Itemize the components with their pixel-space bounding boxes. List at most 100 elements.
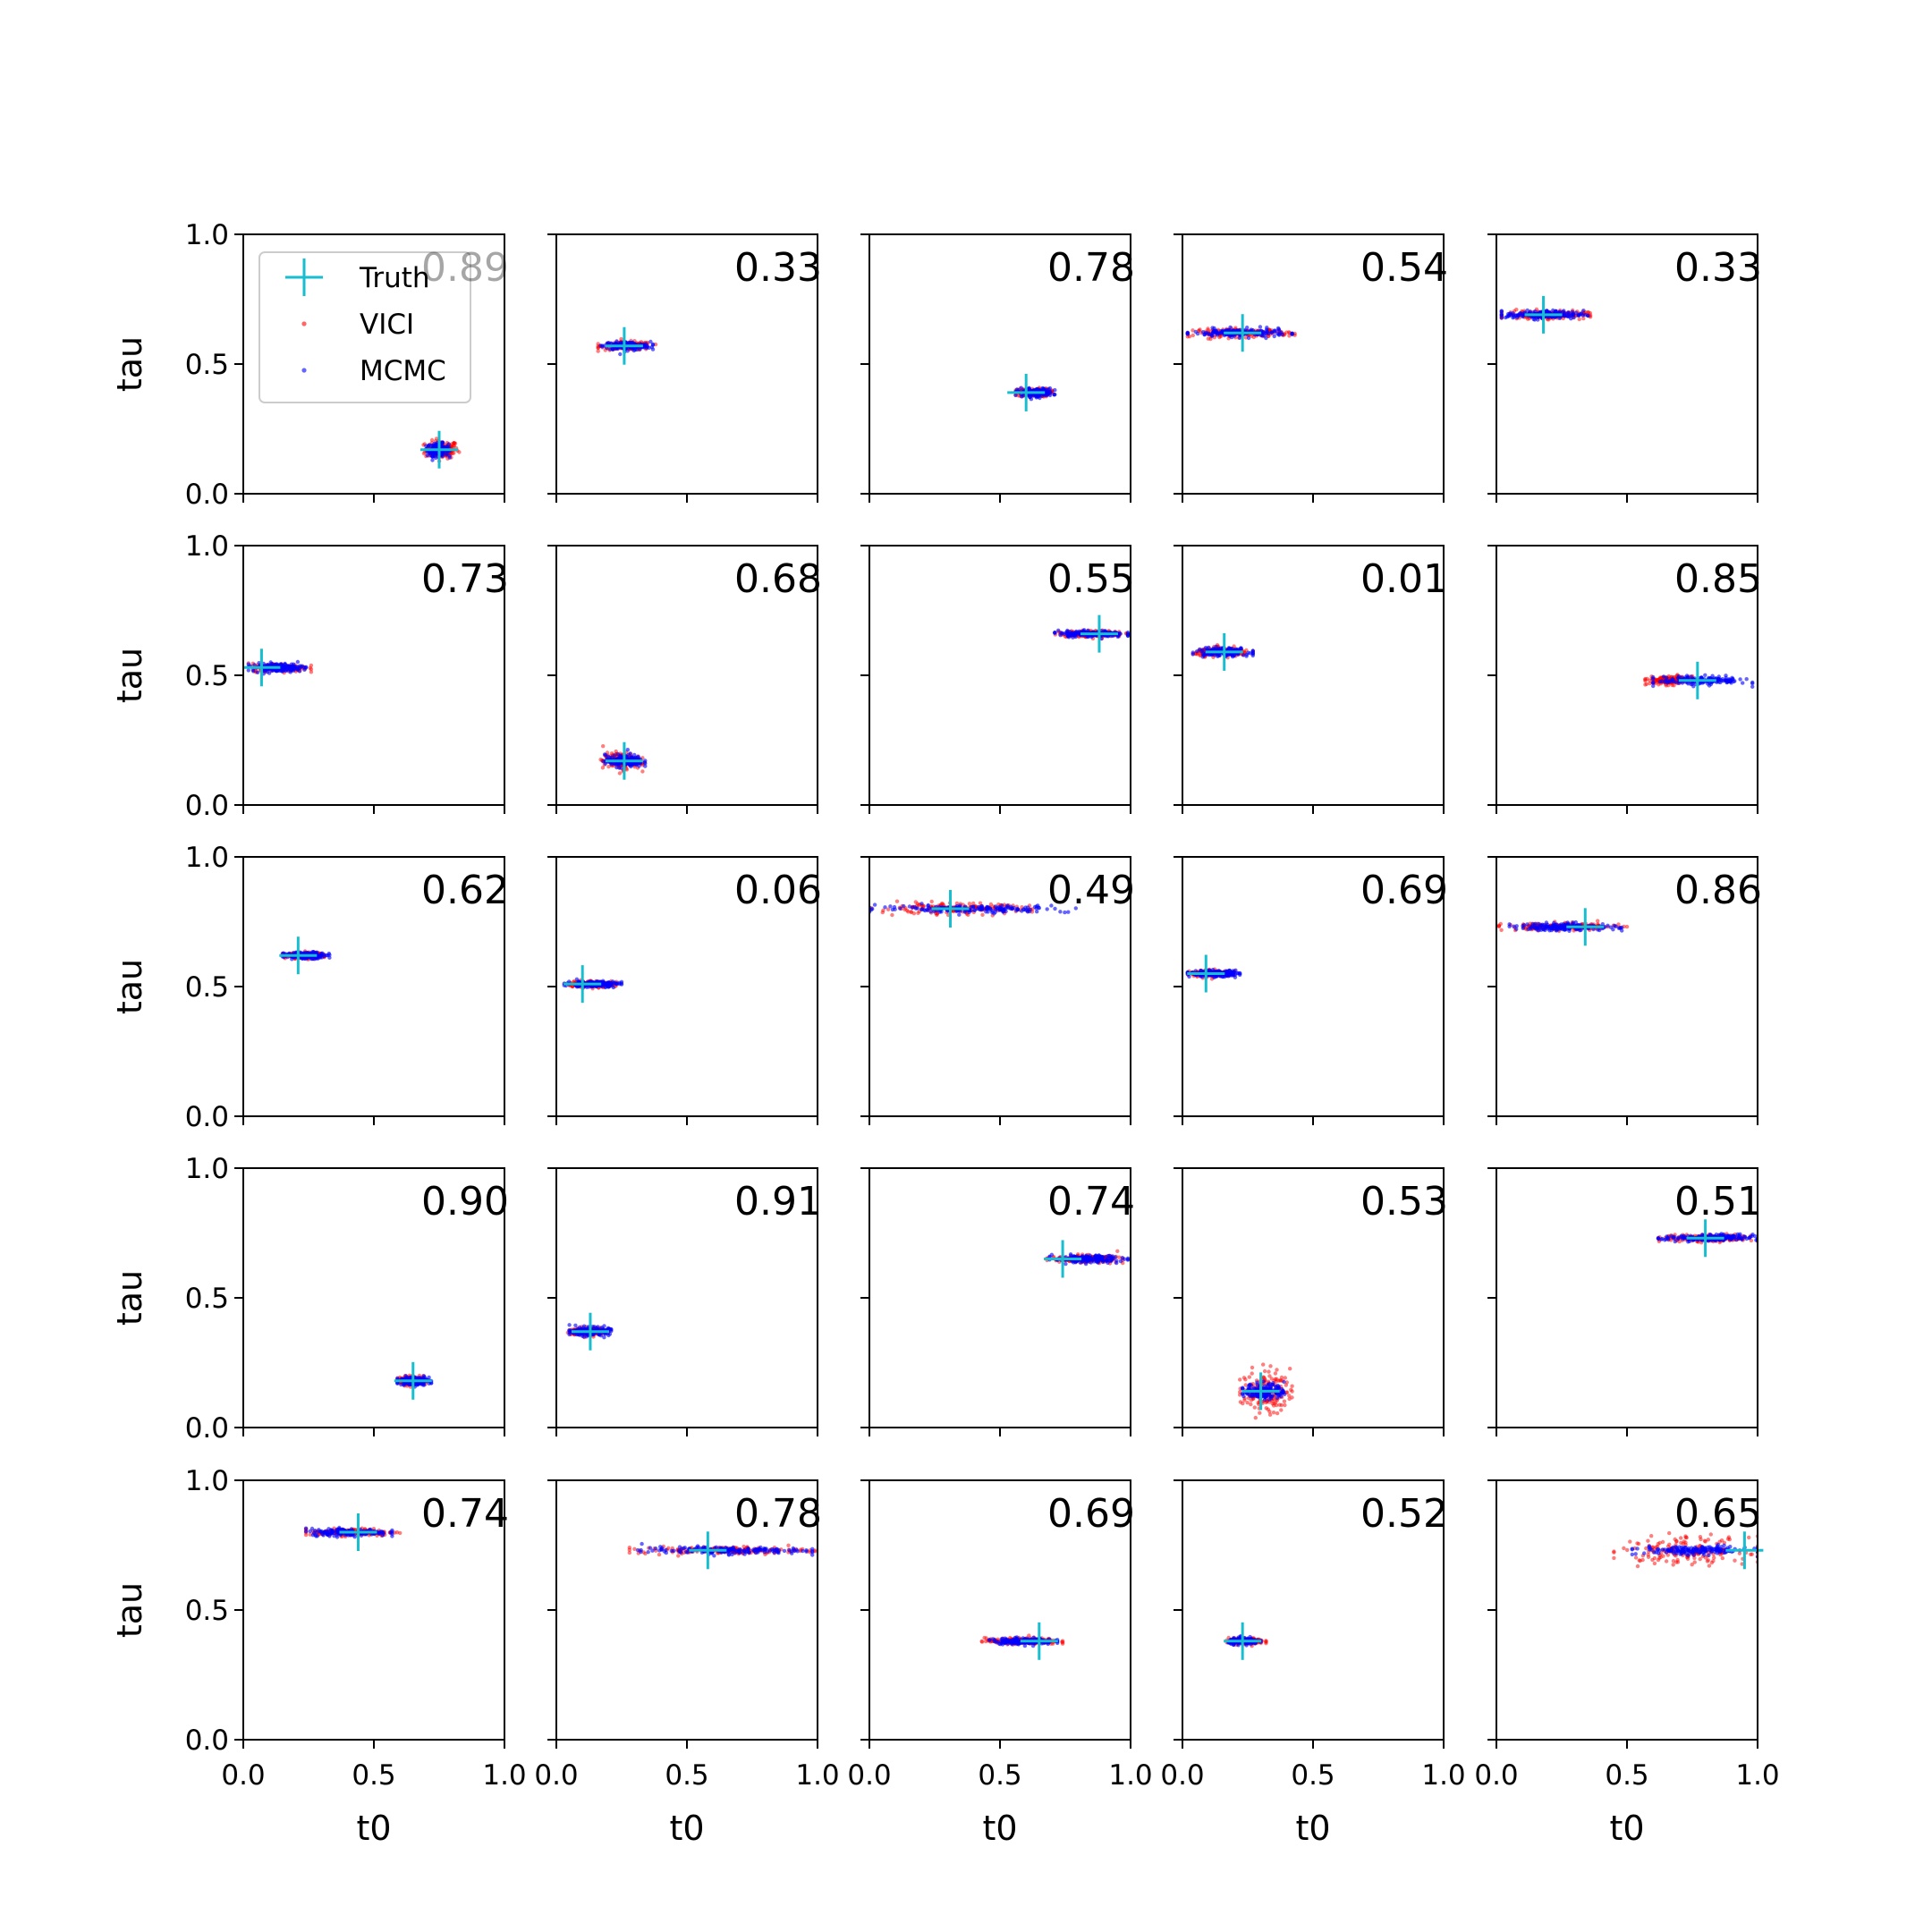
mcmc-sample-point <box>1661 674 1666 679</box>
mcmc-sample-point <box>610 347 615 352</box>
mcmc-sample-point <box>1202 333 1207 337</box>
mcmc-sample-point <box>1212 329 1216 334</box>
panel-value-label: 0.54 <box>1360 245 1448 291</box>
mcmc-sample-point <box>637 764 641 768</box>
panel-14: 0.69 <box>1174 856 1448 1125</box>
mcmc-sample-point <box>1557 310 1563 315</box>
vici-sample-point <box>309 670 314 674</box>
mcmc-sample-point <box>1064 631 1070 636</box>
mcmc-sample-point <box>1224 327 1229 333</box>
truth-marker <box>564 965 602 1004</box>
y-tick-label: 1.0 <box>185 530 229 563</box>
mcmc-sample-point <box>1562 309 1566 313</box>
mcmc-sample-point <box>954 903 960 909</box>
mcmc-sample-point <box>1651 681 1656 685</box>
vici-sample-point <box>886 907 891 911</box>
mcmc-sample-point <box>1238 646 1243 651</box>
mcmc-sample-point <box>625 748 630 752</box>
mcmc-sample-point <box>1053 387 1057 393</box>
vici-sample-point <box>624 767 629 772</box>
truth-marker <box>1678 661 1716 699</box>
panel-2: 0.33 <box>547 233 822 503</box>
mcmc-sample-point <box>1227 334 1233 338</box>
mcmc-sample-point <box>1586 313 1590 318</box>
truth-marker <box>931 890 970 928</box>
mcmc-sample-point <box>967 910 971 915</box>
mcmc-sample-point <box>1525 308 1530 313</box>
mcmc-sample-point <box>1531 310 1536 315</box>
mcmc-sample-point <box>427 444 431 448</box>
y-axis-label: tau <box>110 336 149 392</box>
mcmc-sample-point <box>1029 397 1034 402</box>
mcmc-sample-point <box>1750 684 1755 689</box>
mcmc-sample-point <box>1566 310 1572 315</box>
vici-sample-point <box>614 749 618 754</box>
panel-value-label: 0.78 <box>1047 245 1135 291</box>
vici-sample-point <box>880 910 885 915</box>
vici-sample-point <box>929 899 934 904</box>
mcmc-sample-point <box>1651 674 1656 680</box>
mcmc-sample-point <box>1036 903 1040 908</box>
vici-sample-point <box>988 902 994 907</box>
mcmc-sample-point <box>1245 326 1250 330</box>
mcmc-sample-point <box>1045 907 1049 911</box>
vici-sample-point <box>890 912 894 918</box>
mcmc-sample-point <box>1001 909 1006 914</box>
vici-sample-point <box>967 902 972 906</box>
legend-label-vici: VICI <box>360 309 414 341</box>
mcmc-sample-point <box>1044 391 1049 395</box>
y-tick-label: 1.0 <box>185 842 229 874</box>
mcmc-sample-point <box>996 905 1002 910</box>
panel-3: 0.78 <box>860 233 1135 503</box>
panel-value-label: 0.06 <box>734 868 822 913</box>
mcmc-sample-point <box>1216 654 1220 658</box>
mcmc-sample-point <box>915 906 920 911</box>
mcmc-sample-point <box>1231 971 1235 976</box>
mcmc-sample-point <box>319 955 324 960</box>
panel-10: 0.85 <box>1487 545 1762 814</box>
mcmc-sample-point <box>1512 313 1516 318</box>
mcmc-sample-point <box>1703 673 1707 677</box>
legend-box <box>258 251 471 403</box>
panel-value-label: 0.69 <box>1360 868 1448 913</box>
mcmc-sample-point <box>302 667 307 672</box>
mcmc-sample-point <box>972 908 977 912</box>
mcmc-sample-point <box>1006 905 1011 911</box>
mcmc-sample-point <box>1738 677 1742 682</box>
mcmc-sample-point <box>1562 314 1566 318</box>
mcmc-sample-point <box>280 669 284 674</box>
mcmc-sample-point <box>1230 647 1235 651</box>
mcmc-sample-point <box>1241 653 1246 657</box>
vici-sample-point <box>309 667 314 672</box>
mcmc-sample-point <box>1214 974 1219 979</box>
mcmc-sample-point <box>1741 681 1745 685</box>
legend-label-truth: Truth <box>359 262 430 294</box>
vici-sample-point <box>601 744 606 749</box>
vici-sample-point <box>596 349 600 353</box>
mcmc-sample-point <box>1019 386 1023 390</box>
panel-value-label: 0.49 <box>1047 868 1135 913</box>
mcmc-sample-point <box>1275 331 1280 336</box>
panel-8: 0.55 <box>860 545 1135 814</box>
mcmc-sample-point <box>587 985 591 989</box>
mcmc-sample-point <box>1035 910 1039 914</box>
mcmc-sample-point <box>433 450 438 454</box>
mcmc-sample-point <box>928 910 933 914</box>
mcmc-sample-point <box>921 908 927 912</box>
mcmc-sample-point <box>902 903 906 909</box>
mcmc-sample-point <box>1551 308 1555 313</box>
mcmc-sample-point <box>619 979 624 985</box>
mcmc-sample-point <box>1056 628 1061 632</box>
mcmc-sample-point <box>643 764 648 768</box>
truth-marker <box>1524 295 1563 334</box>
mcmc-sample-point <box>870 907 875 911</box>
mcmc-sample-point <box>1227 969 1233 973</box>
mcmc-sample-point <box>1058 910 1063 914</box>
vici-sample-point <box>1648 681 1652 686</box>
mcmc-sample-point <box>1707 683 1712 688</box>
truth-marker <box>279 936 318 975</box>
mcmc-sample-point <box>979 905 985 911</box>
y-tick-label: 1.0 <box>185 219 229 251</box>
mcmc-sample-point <box>1264 327 1269 332</box>
